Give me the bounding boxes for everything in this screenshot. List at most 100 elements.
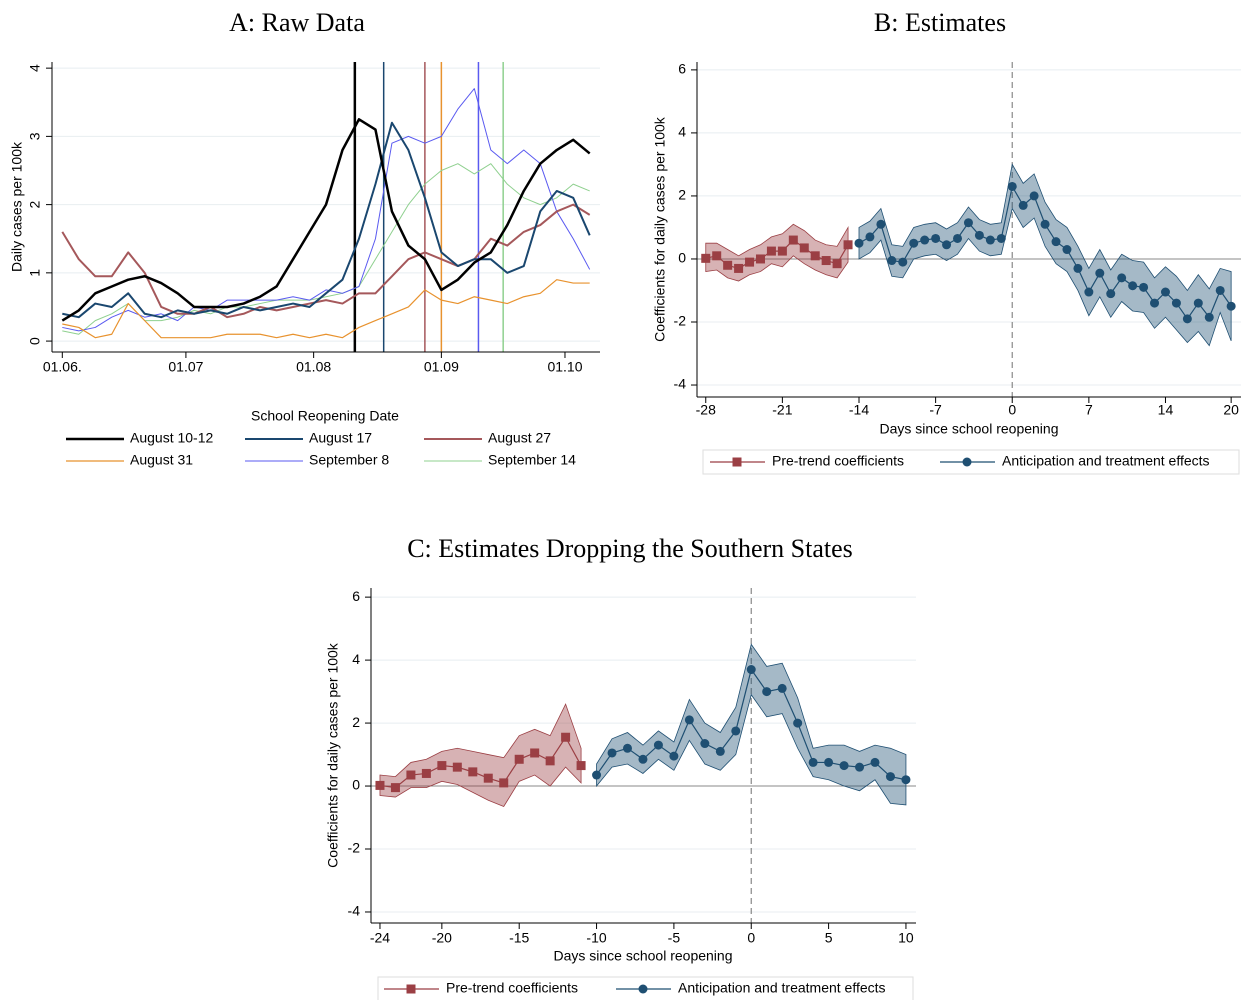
marker bbox=[406, 770, 416, 780]
marker bbox=[1215, 285, 1225, 295]
x-tick-label: 0 bbox=[1008, 402, 1016, 418]
marker bbox=[1029, 191, 1039, 201]
x-tick-label: -20 bbox=[432, 930, 452, 946]
y-tick-label: -4 bbox=[348, 903, 361, 919]
legend-box bbox=[377, 976, 914, 1000]
marker bbox=[953, 233, 963, 243]
legend-label: Pre-trend coefficients bbox=[446, 980, 578, 996]
chart-title: C: Estimates Dropping the Southern State… bbox=[407, 534, 853, 563]
marker bbox=[1062, 245, 1072, 255]
x-tick-label: 14 bbox=[1158, 402, 1174, 418]
marker bbox=[1182, 314, 1192, 324]
marker bbox=[715, 746, 725, 756]
series-line bbox=[62, 88, 591, 332]
y-tick-label: -4 bbox=[674, 376, 687, 392]
marker bbox=[732, 457, 742, 467]
legend-label: August 17 bbox=[309, 430, 372, 446]
marker bbox=[1040, 219, 1050, 229]
marker bbox=[1128, 281, 1138, 291]
legend-label: Pre-trend coefficients bbox=[772, 453, 904, 469]
marker bbox=[1084, 287, 1094, 297]
y-tick-label: 2 bbox=[27, 201, 43, 209]
x-tick-label: 5 bbox=[825, 930, 833, 946]
marker bbox=[499, 778, 509, 788]
marker bbox=[421, 768, 431, 778]
x-tick-label: 01.09 bbox=[424, 359, 459, 375]
marker bbox=[755, 254, 765, 264]
marker bbox=[898, 257, 908, 267]
y-tick-label: 6 bbox=[352, 588, 360, 604]
marker bbox=[1204, 312, 1214, 322]
marker bbox=[375, 780, 385, 790]
marker bbox=[793, 718, 803, 728]
confidence-band bbox=[379, 703, 582, 808]
marker bbox=[920, 235, 930, 245]
series-line bbox=[62, 121, 591, 319]
x-tick-label: -15 bbox=[509, 930, 529, 946]
marker bbox=[653, 740, 663, 750]
marker bbox=[1160, 287, 1170, 297]
y-tick-label: 2 bbox=[352, 714, 360, 730]
x-tick-label: 01.06. bbox=[43, 359, 82, 375]
marker bbox=[876, 219, 886, 229]
marker bbox=[483, 773, 493, 783]
series-line bbox=[62, 279, 590, 339]
marker bbox=[514, 754, 524, 764]
marker bbox=[700, 739, 710, 749]
series-line bbox=[61, 203, 591, 319]
marker bbox=[638, 754, 648, 764]
marker bbox=[855, 762, 865, 772]
marker bbox=[1117, 273, 1127, 283]
marker bbox=[1226, 301, 1236, 311]
y-tick-label: 6 bbox=[678, 61, 686, 77]
marker bbox=[530, 748, 540, 758]
legend-label: August 10-12 bbox=[130, 430, 213, 446]
marker bbox=[723, 260, 733, 270]
marker bbox=[832, 259, 842, 269]
x-tick-label: -14 bbox=[849, 402, 869, 418]
series-line bbox=[62, 163, 590, 335]
x-axis-label: Days since school reopening bbox=[554, 948, 733, 964]
marker bbox=[974, 230, 984, 240]
marker bbox=[1018, 200, 1028, 210]
marker bbox=[734, 263, 744, 273]
y-tick-label: 3 bbox=[27, 132, 43, 140]
marker bbox=[821, 256, 831, 266]
y-axis-label: Daily cases per 100k bbox=[9, 141, 25, 272]
x-tick-label: -28 bbox=[696, 402, 716, 418]
chart-title: A: Raw Data bbox=[229, 8, 365, 37]
y-tick-label: 4 bbox=[27, 64, 43, 72]
x-tick-label: -10 bbox=[586, 930, 606, 946]
marker bbox=[762, 687, 772, 697]
marker bbox=[777, 683, 787, 693]
x-axis-label: Days since school reopening bbox=[880, 421, 1059, 437]
y-tick-label: 4 bbox=[678, 124, 686, 140]
marker bbox=[1171, 298, 1181, 308]
legend-label: Anticipation and treatment effects bbox=[1002, 453, 1210, 469]
marker bbox=[712, 251, 722, 261]
marker bbox=[854, 238, 864, 248]
marker bbox=[962, 457, 972, 467]
marker bbox=[745, 257, 755, 267]
confidence-band bbox=[858, 163, 1232, 347]
y-tick-label: -2 bbox=[674, 313, 687, 329]
x-tick-label: 20 bbox=[1223, 402, 1239, 418]
marker bbox=[843, 240, 853, 250]
legend-label: Anticipation and treatment effects bbox=[678, 980, 886, 996]
marker bbox=[701, 253, 711, 263]
marker bbox=[885, 772, 895, 782]
marker bbox=[638, 984, 648, 994]
marker bbox=[607, 748, 617, 758]
y-tick-label: 0 bbox=[352, 777, 360, 793]
x-tick-label: -21 bbox=[772, 402, 792, 418]
marker bbox=[942, 240, 952, 250]
marker bbox=[576, 761, 586, 771]
y-tick-label: 0 bbox=[678, 250, 686, 266]
x-tick-label: -5 bbox=[668, 930, 681, 946]
marker bbox=[406, 984, 416, 994]
marker bbox=[788, 235, 798, 245]
chart-title: B: Estimates bbox=[874, 8, 1006, 37]
legend-title: School Reopening Date bbox=[251, 408, 399, 424]
marker bbox=[865, 232, 875, 242]
